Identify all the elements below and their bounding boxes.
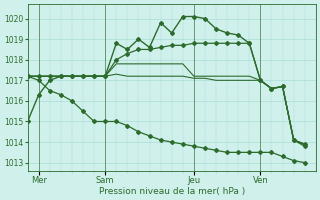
- X-axis label: Pression niveau de la mer( hPa ): Pression niveau de la mer( hPa ): [99, 187, 245, 196]
